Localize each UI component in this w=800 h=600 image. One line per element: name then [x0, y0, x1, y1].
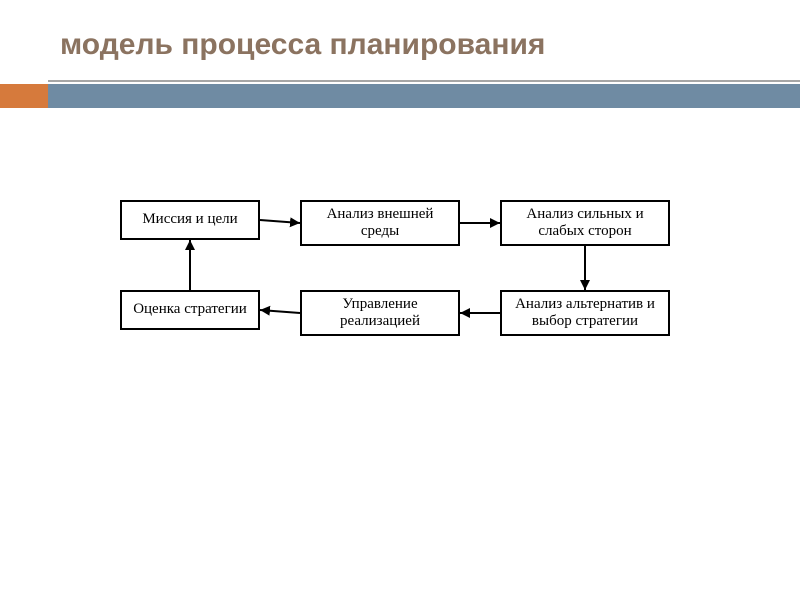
flowchart-edge [260, 220, 300, 223]
flowchart-edge [260, 310, 300, 313]
flowchart-node: Оценка стратегии [120, 290, 260, 330]
flowchart-node: Анализ внешней среды [300, 200, 460, 246]
flowchart: Миссия и цели Анализ внешней среды Анализ … [0, 0, 800, 600]
flowchart-node: Миссия и цели [120, 200, 260, 240]
flowchart-node: Анализ сильных и слабых сторон [500, 200, 670, 246]
flowchart-node: Анализ альтернатив и выбор стратегии [500, 290, 670, 336]
flowchart-node: Управление реализацией [300, 290, 460, 336]
